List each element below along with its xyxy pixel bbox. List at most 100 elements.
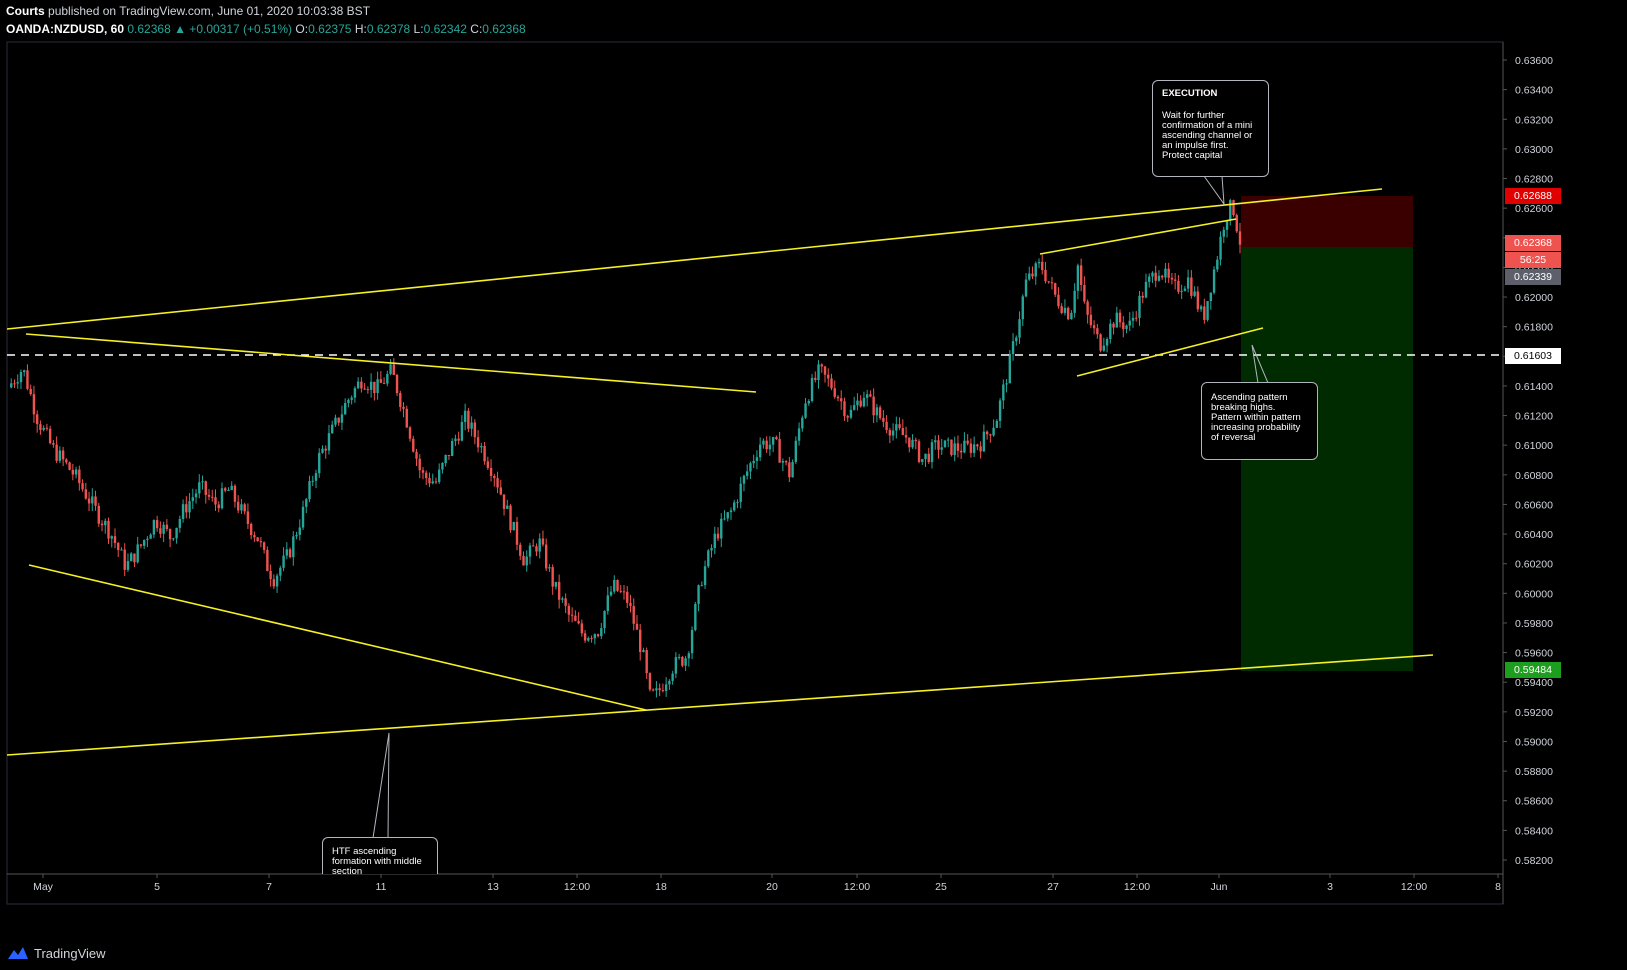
- publish-line: Courts published on TradingView.com, Jun…: [6, 4, 370, 18]
- candle-body: [917, 441, 921, 462]
- candle-body: [1028, 273, 1031, 280]
- brand-name[interactable]: TradingView: [34, 945, 106, 961]
- candle-body: [972, 444, 976, 453]
- candle-body: [950, 439, 953, 456]
- candle-body: [1177, 280, 1180, 292]
- prev-price-tag: 0.62339: [1505, 269, 1561, 285]
- candle-body: [901, 428, 905, 435]
- candle-body: [927, 453, 930, 463]
- candle-body: [525, 556, 528, 566]
- candle-body: [1034, 263, 1037, 277]
- candle-body: [1083, 284, 1086, 302]
- candle-body: [178, 518, 182, 528]
- candle-body: [840, 398, 843, 402]
- candle-body: [758, 444, 762, 458]
- candle-body: [172, 538, 175, 540]
- candle-body: [677, 656, 681, 658]
- candle-body: [45, 427, 49, 429]
- candle-body: [538, 538, 541, 552]
- candle-body: [823, 366, 827, 375]
- x-tick-label: 5: [154, 881, 160, 893]
- candle-body: [321, 448, 324, 453]
- candle-body: [632, 606, 635, 624]
- candle-body: [214, 497, 217, 505]
- candle-body: [551, 567, 554, 587]
- candle-body: [690, 630, 694, 654]
- candle-body: [10, 383, 13, 388]
- x-tick-label: 7: [266, 881, 272, 893]
- candle-body: [561, 598, 564, 600]
- candle-body: [1222, 229, 1225, 237]
- candle-body: [327, 433, 331, 451]
- candle-body: [865, 394, 869, 398]
- footer: TradingView: [6, 942, 106, 964]
- candle-body: [629, 602, 632, 607]
- x-tick-label: 27: [1047, 881, 1059, 893]
- symbol-line: OANDA:NZDUSD, 60 0.62368 ▲ +0.00317 (+0.…: [6, 22, 526, 36]
- symbol[interactable]: OANDA:NZDUSD, 60: [6, 22, 125, 36]
- candle-body: [736, 501, 739, 503]
- candle-body: [162, 524, 165, 534]
- candle-body: [908, 437, 911, 448]
- candle-body: [570, 614, 574, 616]
- x-tick-label: 8: [1495, 881, 1501, 893]
- high-label: H:: [354, 22, 367, 36]
- candle-body: [1125, 325, 1128, 330]
- candle-body: [470, 422, 473, 429]
- pattern-body: Ascending pattern breaking highs. Patter…: [1211, 392, 1301, 443]
- candle-body: [1180, 290, 1183, 292]
- candle-body: [389, 364, 392, 374]
- candle-body: [373, 381, 376, 394]
- x-tick-label: 12:00: [564, 881, 590, 893]
- y-tick-label: 0.61800: [1515, 322, 1553, 334]
- lower-trendline[interactable]: [6, 654, 1434, 756]
- stop-loss-zone[interactable]: [1241, 196, 1413, 247]
- candle-body: [985, 431, 989, 435]
- candle-body: [583, 633, 587, 641]
- candle-body: [353, 388, 357, 398]
- execution-body: Wait for further confirmation of a mini …: [1162, 110, 1253, 161]
- candle-body: [836, 396, 840, 399]
- candle-body: [298, 527, 301, 535]
- candle-body: [305, 499, 308, 507]
- mini-channel-upper[interactable]: [1039, 218, 1237, 255]
- htf-note[interactable]: HTF ascending formation with middle sect…: [322, 837, 438, 874]
- candle-body: [982, 431, 986, 452]
- candle-body: [227, 489, 230, 491]
- execution-note[interactable]: EXECUTION Wait for further confirmation …: [1152, 80, 1269, 177]
- candle-body: [590, 637, 593, 639]
- candle-body: [1070, 312, 1073, 320]
- wedge-upper-line[interactable]: [25, 333, 757, 393]
- candle-body: [308, 481, 311, 500]
- candle-body: [1096, 328, 1099, 335]
- candle-body: [168, 529, 172, 540]
- candle-body: [1164, 268, 1167, 278]
- author-name[interactable]: Courts: [6, 4, 45, 18]
- x-tick-label: 12:00: [1401, 881, 1427, 893]
- candle-body: [149, 534, 152, 539]
- upper-trendline[interactable]: [6, 188, 1383, 330]
- candle-body: [1160, 275, 1164, 278]
- candle-body: [1015, 337, 1018, 342]
- y-tick-label: 0.58200: [1515, 855, 1553, 867]
- candle-body: [700, 585, 704, 587]
- candle-body: [852, 405, 856, 410]
- candle-body: [992, 427, 995, 436]
- mini-channel-lower[interactable]: [1076, 327, 1264, 377]
- price-chart[interactable]: 0.63600 0.63400 0.63200 0.63000 0.62800 0.626…: [0, 0, 1627, 940]
- candle-body: [460, 421, 464, 441]
- candle-body: [995, 420, 999, 428]
- candle-body: [457, 438, 460, 441]
- candle-body: [480, 445, 483, 448]
- candle-body: [1073, 290, 1076, 313]
- candle-body: [74, 469, 78, 475]
- candle-body: [875, 407, 879, 416]
- candle-body: [934, 440, 937, 443]
- candle-body: [658, 688, 661, 691]
- candle-body: [882, 417, 885, 422]
- wedge-lower-line[interactable]: [28, 564, 647, 711]
- pattern-note[interactable]: Ascending pattern breaking highs. Patter…: [1201, 382, 1318, 460]
- candle-body: [1041, 261, 1044, 270]
- candle-body: [742, 475, 746, 484]
- candle-body: [557, 581, 561, 600]
